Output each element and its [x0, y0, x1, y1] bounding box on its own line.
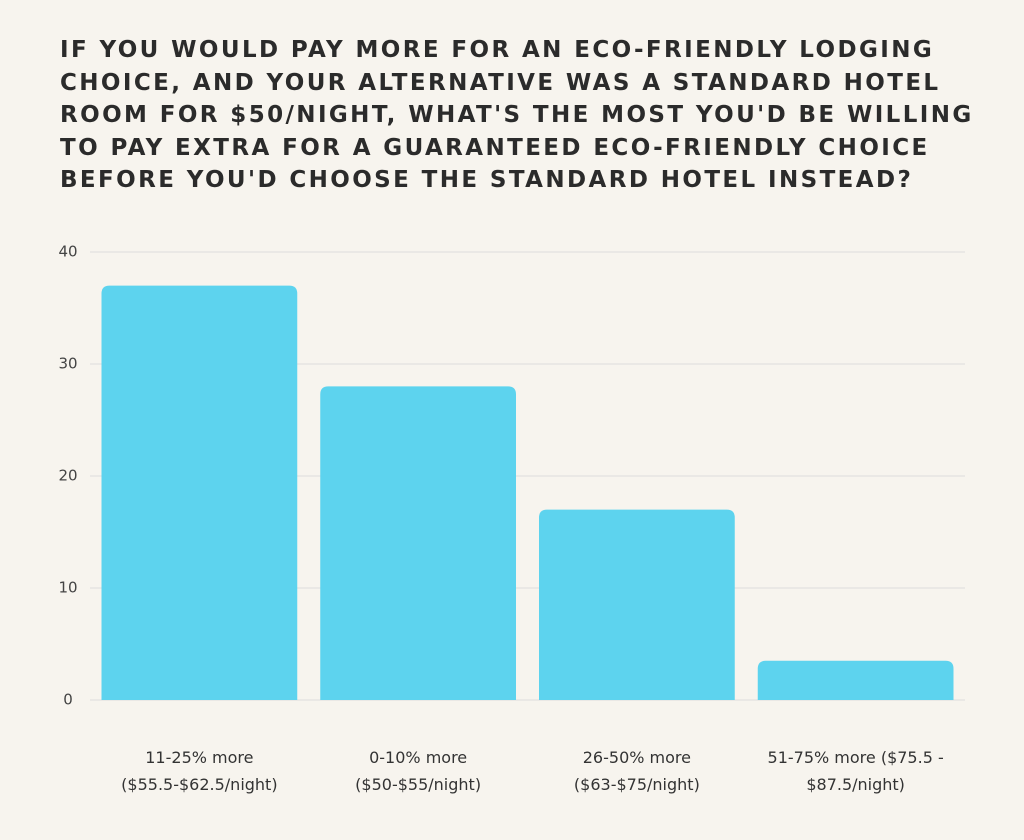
x-tick-label: 26-50% more ($63-$75/night) [573, 748, 700, 794]
x-tick-label: 51-75% more ($75.5 - $87.5/night) [767, 748, 944, 794]
x-tick-label: 11-25% more ($55.5-$62.5/night) [121, 748, 278, 794]
y-tick-label: 0 [63, 691, 73, 709]
y-tick-label: 10 [58, 579, 77, 597]
bar [539, 509, 735, 700]
y-tick-label: 40 [58, 243, 77, 261]
y-tick-label: 30 [58, 355, 77, 373]
x-tick-label: 0-10% more ($50-$55/night) [355, 748, 482, 794]
y-tick-label: 20 [58, 467, 77, 485]
chart-title: IF YOU WOULD PAY MORE FOR AN ECO-FRIENDL… [60, 37, 974, 193]
bar [320, 386, 516, 700]
bar [757, 660, 954, 700]
bar [101, 285, 298, 700]
